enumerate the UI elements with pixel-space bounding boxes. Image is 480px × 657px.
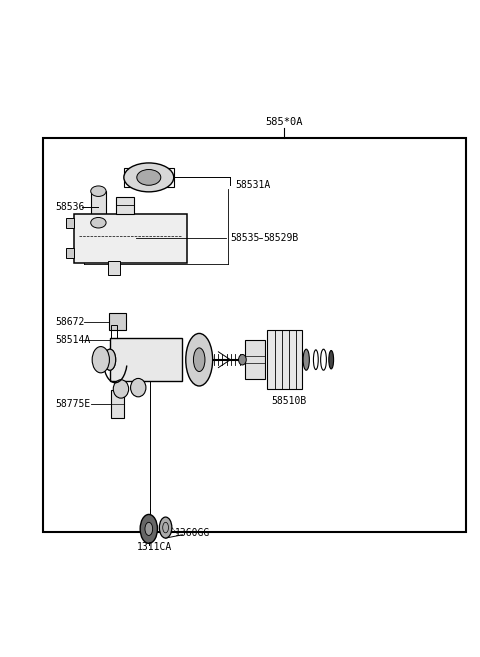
Ellipse shape xyxy=(91,217,106,228)
Bar xyxy=(108,261,120,275)
Ellipse shape xyxy=(113,380,129,398)
Ellipse shape xyxy=(239,355,246,365)
Ellipse shape xyxy=(193,348,205,372)
Text: 58531A: 58531A xyxy=(235,180,270,191)
Bar xyxy=(245,340,265,379)
Bar xyxy=(116,197,134,214)
Ellipse shape xyxy=(303,350,310,371)
Ellipse shape xyxy=(91,186,106,196)
Text: 58536: 58536 xyxy=(55,202,84,212)
Ellipse shape xyxy=(137,170,161,185)
Bar xyxy=(111,390,124,418)
Ellipse shape xyxy=(140,514,157,543)
Text: 58514A: 58514A xyxy=(55,334,90,345)
Ellipse shape xyxy=(329,351,334,369)
Text: 58529B: 58529B xyxy=(263,233,298,243)
Ellipse shape xyxy=(104,350,116,371)
Bar xyxy=(111,325,117,354)
Bar xyxy=(74,214,187,263)
Bar xyxy=(43,138,466,532)
Text: 58775E: 58775E xyxy=(55,399,90,409)
Bar xyxy=(91,191,106,223)
Text: 585*0A: 585*0A xyxy=(265,116,303,127)
Ellipse shape xyxy=(145,522,153,535)
Ellipse shape xyxy=(131,378,146,397)
Bar xyxy=(267,330,302,389)
Ellipse shape xyxy=(186,334,213,386)
Bar xyxy=(109,313,126,330)
Bar xyxy=(66,248,74,258)
Ellipse shape xyxy=(104,350,116,371)
Ellipse shape xyxy=(159,517,172,538)
Text: 58535: 58535 xyxy=(230,233,260,243)
Text: 1311CA: 1311CA xyxy=(137,541,172,552)
Bar xyxy=(110,338,182,381)
Text: 58672: 58672 xyxy=(55,317,84,327)
Text: 1360GG: 1360GG xyxy=(175,528,210,539)
Bar xyxy=(124,168,174,187)
Ellipse shape xyxy=(124,163,174,192)
Text: 58510B: 58510B xyxy=(272,396,307,406)
Ellipse shape xyxy=(92,347,109,373)
Bar xyxy=(66,218,74,228)
